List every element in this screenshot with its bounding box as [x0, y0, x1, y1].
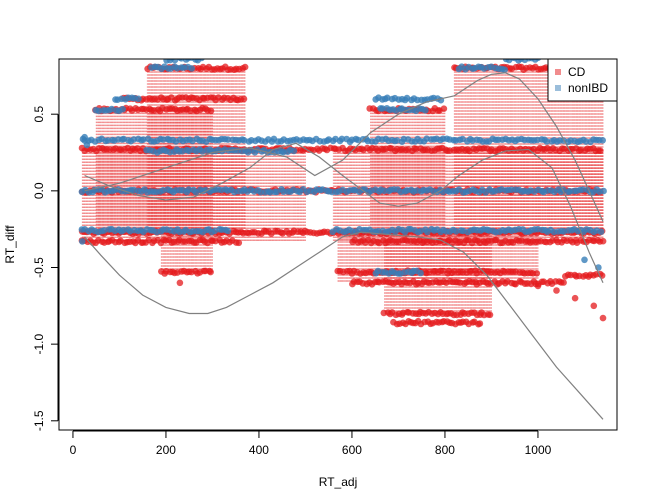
- nonibd-point: [119, 105, 126, 113]
- nonibd-point: [417, 269, 424, 277]
- cd-point: [235, 239, 243, 247]
- nonibd-point: [79, 238, 86, 245]
- x-tick-label: 0: [70, 443, 77, 457]
- nonibd-point: [290, 147, 298, 155]
- x-tick-label: 200: [156, 443, 176, 457]
- legend: CD nonIBD: [547, 58, 618, 102]
- nonibd-point: [534, 59, 542, 62]
- x-tick-label: 600: [342, 443, 362, 457]
- plot-frame: [58, 58, 618, 431]
- nonibd-point: [198, 59, 205, 62]
- y-axis-title: RT_diff: [3, 225, 17, 264]
- nonibd-point: [501, 66, 509, 73]
- nonibd-point: [599, 137, 606, 144]
- nonibd-point: [171, 59, 179, 64]
- nonibd-point: [422, 107, 429, 114]
- nonibd-point: [135, 95, 142, 103]
- cd-point: [440, 105, 448, 112]
- nonibd-point: [185, 186, 193, 193]
- nonibd-point: [140, 136, 147, 143]
- nonibd-point: [83, 141, 91, 149]
- axis-layer: 0 200 400 600 800 1000 -1.5 -1.0 -0.5 0.0 0.5: [32, 106, 552, 457]
- cd-point: [560, 279, 567, 286]
- nonibd-point: [81, 133, 88, 141]
- legend-label: nonIBD: [568, 81, 608, 95]
- cd-point: [599, 314, 607, 322]
- cd-point: [240, 95, 248, 103]
- legend-box: [547, 58, 618, 102]
- smooth-curve-layer: [84, 72, 604, 420]
- legend-label: CD: [568, 65, 586, 79]
- cd-point: [599, 237, 607, 245]
- smooth-curve-1: [84, 231, 604, 420]
- y-tick-label: 0.0: [32, 182, 46, 199]
- legend-swatch: [555, 85, 561, 91]
- nonibd-point: [393, 137, 401, 144]
- y-tick-label: 0.5: [32, 106, 46, 123]
- nonibd-point: [600, 187, 607, 195]
- nonibd-point: [257, 188, 265, 196]
- cd-point: [597, 147, 604, 154]
- cd-point: [534, 282, 542, 290]
- nonibd-point: [597, 228, 605, 235]
- smooth-curve-2: [84, 142, 604, 284]
- data-layer: [78, 59, 607, 328]
- cd-point: [476, 320, 484, 327]
- nonibd-point: [100, 227, 108, 234]
- cd-point: [590, 302, 598, 310]
- y-tick-label: -1.5: [32, 410, 46, 431]
- nonibd-point: [224, 227, 232, 235]
- nonibd-point: [338, 135, 346, 143]
- legend-swatch: [555, 69, 561, 75]
- cd-point: [486, 311, 494, 319]
- x-tick-label: 400: [249, 443, 269, 457]
- x-tick-label: 1000: [525, 443, 552, 457]
- cd-point: [207, 107, 215, 115]
- y-tick-label: -0.5: [32, 257, 46, 278]
- cd-point: [553, 287, 560, 294]
- x-tick-label: 800: [435, 443, 455, 457]
- y-tick-label: -1.0: [32, 333, 46, 354]
- nonibd-point: [354, 136, 362, 144]
- cd-point: [241, 63, 249, 71]
- cd-point: [176, 279, 184, 287]
- x-axis-title: RT_adj: [319, 475, 357, 489]
- nonibd-point: [581, 256, 588, 264]
- smooth-curve-3: [84, 72, 604, 222]
- nonibd-point: [543, 138, 551, 145]
- nonibd-point: [224, 136, 232, 143]
- cd-point: [533, 270, 541, 277]
- cd-point: [207, 268, 214, 276]
- cd-point: [571, 294, 579, 302]
- nonibd-point: [188, 65, 195, 72]
